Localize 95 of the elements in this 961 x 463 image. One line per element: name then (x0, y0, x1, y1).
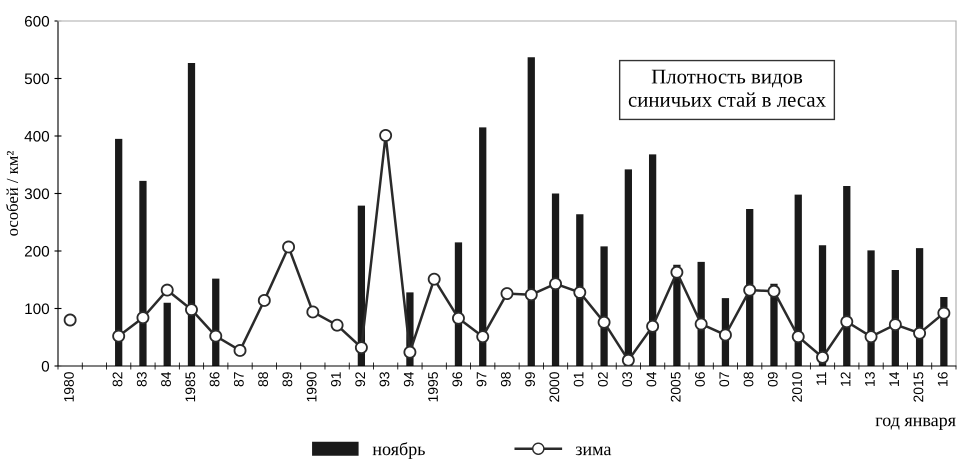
bar (843, 186, 850, 366)
point (306, 305, 320, 318)
point (160, 284, 174, 297)
x-tick-label: 2000 (549, 372, 560, 402)
point (234, 344, 246, 357)
point (743, 284, 756, 297)
bar (164, 302, 171, 366)
point (718, 328, 732, 342)
point (330, 318, 344, 332)
point (670, 266, 684, 279)
x-tick-label: 92 (355, 372, 366, 386)
x-tick-label: 94 (404, 372, 414, 386)
point (913, 326, 926, 340)
point (792, 330, 805, 344)
x-tick-label: 09 (768, 372, 778, 386)
point (282, 240, 296, 254)
x-tick-label: 11 (816, 372, 826, 385)
point (622, 354, 635, 366)
point (816, 350, 829, 364)
point (112, 330, 126, 343)
x-tick-label: 87 (234, 372, 244, 386)
point (379, 128, 392, 142)
x-tick-label: 04 (646, 372, 656, 386)
x-tick-label: 97 (476, 372, 486, 386)
y-tick-label: 500 (24, 73, 50, 84)
point (598, 316, 611, 329)
x-tick-label: 99 (525, 372, 535, 386)
x-tick-label: 93 (380, 372, 390, 386)
bar (794, 194, 802, 366)
y-tick-label: 200 (24, 246, 50, 257)
x-axis-title: год января (876, 418, 956, 430)
x-tick-label: 12 (840, 372, 850, 386)
x-tick-label: 1980 (64, 372, 74, 402)
bar (746, 209, 754, 366)
y-axis-title: особей / км² (6, 151, 18, 236)
point (646, 320, 660, 333)
x-tick-label: 14 (889, 372, 899, 386)
x-tick-label: 13 (864, 372, 875, 386)
bar (648, 154, 656, 366)
bar (576, 214, 584, 366)
x-tick-label: 2005 (670, 372, 681, 402)
x-tick-label: 91 (331, 372, 341, 386)
x-tick-label: 2015 (913, 372, 924, 402)
point (573, 286, 586, 299)
point (476, 330, 490, 344)
x-tick-label: 08 (744, 372, 754, 386)
legend-label: ноябрь (372, 442, 425, 459)
y-tick-label: 600 (24, 16, 50, 27)
point (428, 272, 441, 286)
x-tick-label: 06 (695, 372, 705, 386)
bar (528, 57, 535, 366)
x-tick-label: 98 (500, 372, 511, 386)
point (549, 277, 562, 290)
bar (139, 180, 147, 366)
x-tick-label: 88 (258, 372, 268, 386)
y-tick-label: 0 (42, 360, 50, 372)
point (185, 303, 198, 316)
x-tick-label: 83 (136, 372, 147, 386)
y-tick-label: 300 (24, 188, 50, 200)
x-tick-label: 02 (598, 372, 608, 386)
x-tick-label: 03 (622, 372, 632, 386)
x-tick-label: 07 (719, 372, 730, 386)
bar (479, 127, 486, 366)
x-tick-label: 01 (574, 372, 584, 386)
point (136, 311, 150, 324)
point (209, 330, 222, 343)
text: Плотность видов синичьих стай в лесах (628, 70, 826, 107)
x-tick-label: 1990 (306, 372, 317, 402)
point (500, 287, 514, 300)
point (64, 314, 77, 326)
x-tick-label: 86 (210, 372, 220, 386)
y-tick-label: 400 (24, 130, 50, 142)
x-tick-label: 1985 (185, 372, 196, 402)
point (354, 341, 368, 354)
point (258, 294, 271, 307)
point (768, 284, 780, 298)
x-tick-label: 2010 (792, 372, 802, 402)
x-tick-label: 84 (161, 372, 171, 386)
point (888, 318, 902, 332)
point (524, 288, 538, 302)
x-tick-label: 1995 (428, 372, 438, 402)
bar (188, 62, 196, 366)
legend-label: зима (576, 446, 612, 456)
point (403, 346, 416, 359)
x-tick-label: 89 (282, 372, 292, 386)
x-tick-label: 82 (112, 372, 122, 386)
x-tick-label: 96 (452, 372, 462, 386)
y-tick-label: 100 (25, 303, 50, 314)
point (840, 315, 854, 328)
x-tick-label: 16 (938, 372, 948, 386)
point (937, 306, 950, 320)
point (694, 318, 708, 330)
point (864, 330, 878, 344)
bar (115, 138, 122, 366)
point (452, 312, 465, 325)
